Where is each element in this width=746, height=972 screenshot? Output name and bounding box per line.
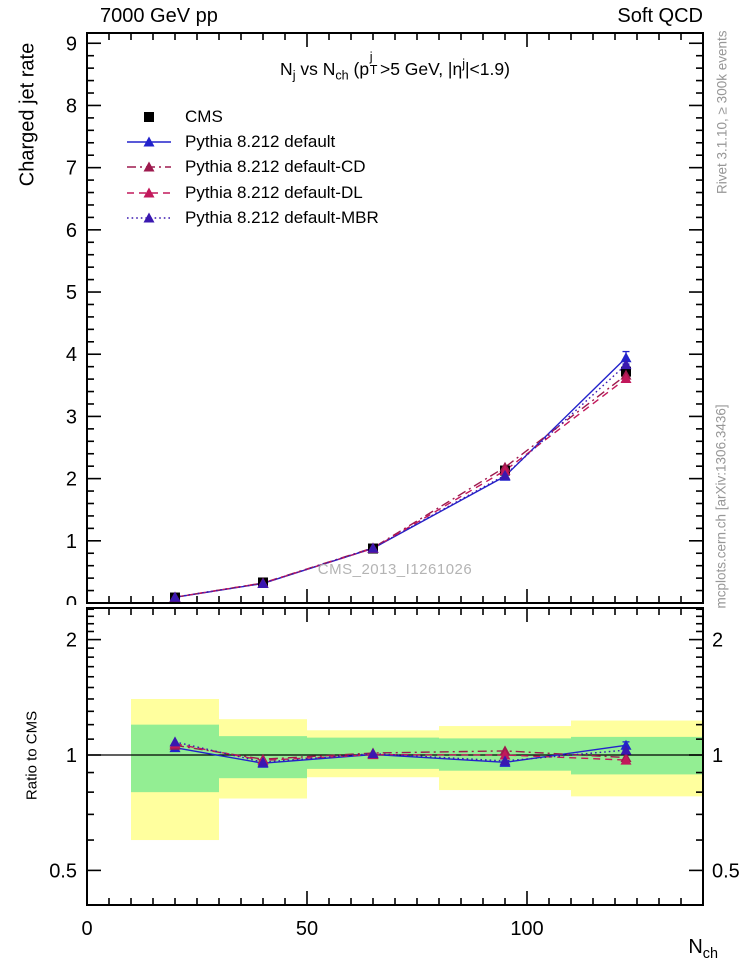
data-point-triangle <box>169 736 181 747</box>
main-y-tick-label: 0 <box>66 593 77 615</box>
data-point-triangle <box>620 352 632 363</box>
x-axis-title-sub: ch <box>702 946 718 962</box>
title-sup: j <box>369 49 373 64</box>
triangle-marker-icon <box>127 161 171 172</box>
legend-item-default-dl: Pythia 8.212 default-DL <box>126 180 379 205</box>
model-curve <box>174 741 627 763</box>
plot-title: Nj vs Nch (p j T >5 GeV, |ηj|<1.9) <box>87 50 703 83</box>
triangle-marker-icon <box>127 187 171 198</box>
ratio-y-axis-title: Ratio to CMS <box>23 710 41 801</box>
main-y-tick-label: 7 <box>66 158 77 180</box>
ratio-y-tick-label: 2 <box>66 630 77 652</box>
data-point-triangle <box>620 754 632 765</box>
title-text: N <box>280 58 293 79</box>
uncertainty-band-green <box>571 736 703 775</box>
ratio-y-tick-label: 2 <box>712 630 723 652</box>
legend-label: Pythia 8.212 default-MBR <box>185 208 379 228</box>
process-group-label: Soft QCD <box>617 5 703 27</box>
main-y-tick-label: 1 <box>66 531 77 553</box>
ratio-y-tick-label: 1 <box>66 745 77 767</box>
x-axis-title: Nch <box>688 936 718 962</box>
data-point-triangle <box>499 469 511 480</box>
x-tick-label: 0 <box>81 918 92 940</box>
data-point-triangle <box>499 749 511 760</box>
main-y-tick-label: 4 <box>66 344 77 366</box>
triangle-marker-icon <box>127 212 171 223</box>
legend-triangle <box>143 212 155 223</box>
rivet-version-label: Rivet 3.1.10, ≥ 300k events <box>714 30 730 195</box>
legend-label: CMS <box>185 106 223 126</box>
main-y-tick-label: 9 <box>66 33 77 55</box>
data-point-triangle <box>367 748 379 759</box>
main-y-tick-label: 3 <box>66 406 77 428</box>
ratio-y-tick-label: 0.5 <box>712 860 740 882</box>
model-curve <box>174 744 627 760</box>
legend-label: Pythia 8.212 default-DL <box>185 182 363 202</box>
title-sub: j <box>292 68 296 83</box>
legend-triangle <box>143 136 155 147</box>
data-point-triangle <box>257 577 269 588</box>
title-sub: T <box>369 62 378 77</box>
legend-item-default-mbr: Pythia 8.212 default-MBR <box>126 206 379 231</box>
model-curve <box>174 364 627 598</box>
uncertainty-band-green <box>131 724 219 793</box>
data-point-triangle <box>367 542 379 553</box>
ratio-y-tick-label: 1 <box>712 745 723 767</box>
main-y-tick-label: 8 <box>66 95 77 117</box>
analysis-id-watermark: CMS_2013_I1261026 <box>317 561 473 578</box>
main-y-axis-title: Charged jet rate <box>16 42 39 187</box>
data-point-triangle <box>257 756 269 767</box>
x-axis-title-base: N <box>688 936 703 958</box>
title-text: (p <box>348 58 370 79</box>
legend-square <box>144 111 154 122</box>
title-text: >5 GeV, |η <box>379 58 463 79</box>
mcplots-reference-label: mcplots.cern.ch [arXiv:1306.3436] <box>713 404 729 609</box>
ratio-y-tick-label: 0.5 <box>49 860 77 882</box>
cms-square-marker-icon <box>144 111 154 122</box>
main-y-tick-label: 6 <box>66 220 77 242</box>
title-sub: ch <box>335 68 349 83</box>
title-text: |<1.9) <box>465 58 510 79</box>
data-point-triangle <box>620 373 632 384</box>
data-point-triangle <box>499 755 511 766</box>
triangle-marker-icon <box>127 136 171 147</box>
legend: CMS Pythia 8.212 default Pythia 8.212 de… <box>126 104 379 231</box>
legend-label: Pythia 8.212 default-CD <box>185 157 366 177</box>
title-text: vs N <box>295 58 336 79</box>
legend-item-cms: CMS <box>126 104 379 129</box>
main-y-tick-label: 5 <box>66 282 77 304</box>
data-point-triangle <box>169 591 181 602</box>
legend-triangle <box>143 161 155 172</box>
data-point-triangle <box>620 744 632 755</box>
x-tick-label: 50 <box>296 918 318 940</box>
beam-energy-label: 7000 GeV pp <box>100 5 218 27</box>
legend-item-default: Pythia 8.212 default <box>126 129 379 154</box>
data-point-triangle <box>620 359 632 370</box>
legend-label: Pythia 8.212 default <box>185 132 336 152</box>
legend-triangle <box>143 187 155 198</box>
legend-item-default-cd: Pythia 8.212 default-CD <box>126 155 379 180</box>
x-tick-label: 100 <box>510 918 543 940</box>
main-y-tick-label: 2 <box>66 469 77 491</box>
title-sup: j <box>462 57 466 71</box>
